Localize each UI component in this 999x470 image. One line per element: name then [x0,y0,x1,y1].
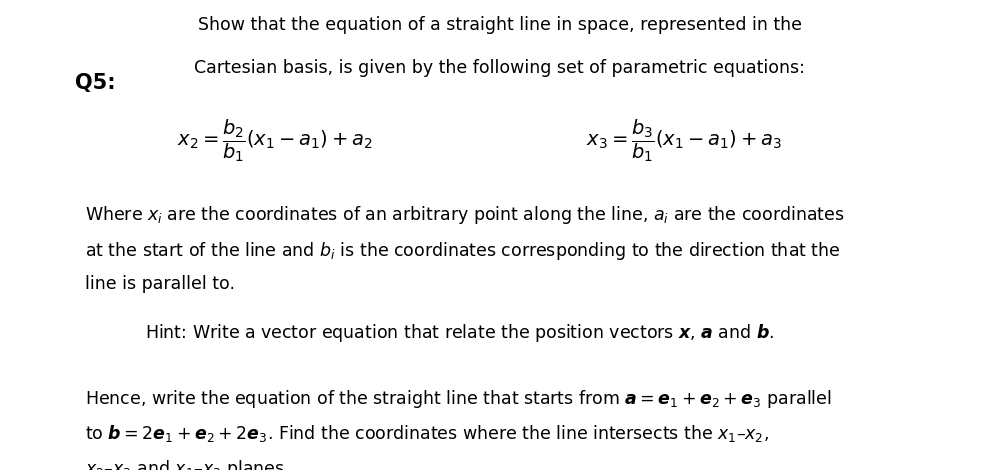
Text: Show that the equation of a straight line in space, represented in the: Show that the equation of a straight lin… [198,16,801,34]
Text: Where $x_i$ are the coordinates of an arbitrary point along the line, $a_i$ are : Where $x_i$ are the coordinates of an ar… [85,204,844,227]
Text: $x_2$–$x_3$ and $x_1$–$x_3$ planes.: $x_2$–$x_3$ and $x_1$–$x_3$ planes. [85,458,289,470]
Text: Q5:: Q5: [75,73,116,93]
Text: Cartesian basis, is given by the following set of parametric equations:: Cartesian basis, is given by the followi… [194,59,805,77]
Text: Hence, write the equation of the straight line that starts from $\boldsymbol{a} : Hence, write the equation of the straigh… [85,388,831,410]
Text: at the start of the line and $b_i$ is the coordinates corresponding to the direc: at the start of the line and $b_i$ is th… [85,240,840,262]
Text: Hint: Write a vector equation that relate the position vectors $\boldsymbol{x}$,: Hint: Write a vector equation that relat… [145,322,774,344]
Text: $x_3 = \dfrac{b_3}{b_1}(x_1 - a_1) + a_3$: $x_3 = \dfrac{b_3}{b_1}(x_1 - a_1) + a_3… [586,118,782,164]
Text: to $\boldsymbol{b} = 2\boldsymbol{e}_1 + \boldsymbol{e}_2 + 2\boldsymbol{e}_3$. : to $\boldsymbol{b} = 2\boldsymbol{e}_1 +… [85,423,769,444]
Text: $x_2 = \dfrac{b_2}{b_1}(x_1 - a_1) + a_2$: $x_2 = \dfrac{b_2}{b_1}(x_1 - a_1) + a_2… [177,118,373,164]
Text: line is parallel to.: line is parallel to. [85,275,235,293]
